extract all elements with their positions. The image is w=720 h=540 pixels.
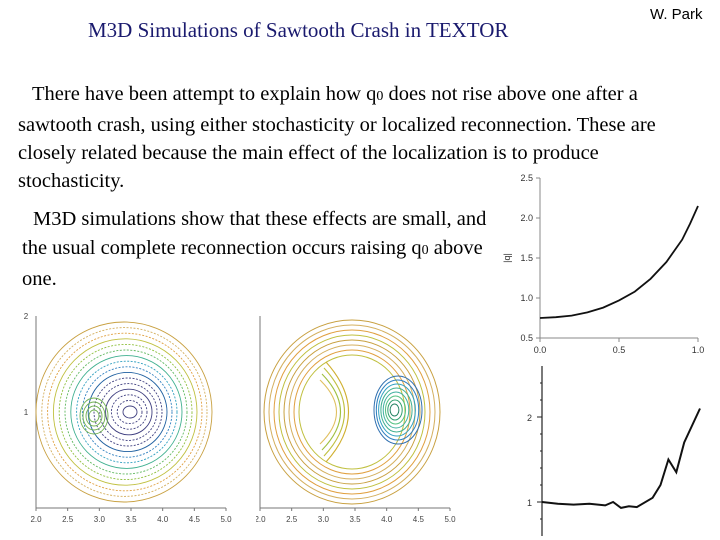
q-y-tick-label: 2.0 [520,213,533,223]
c1-x-tick-label: 4.0 [157,515,169,524]
c2-crescent-line [323,367,345,457]
c2-contour-ring [283,339,421,485]
c1-y-tick-label: 1 [24,408,29,417]
c1-y-tick-label: 2 [24,312,29,321]
c1-contour-ring [99,383,158,441]
contour-before-axes: 2.0 2.5 3.0 3.5 4.0 4.5 5.0 1 2 [24,312,232,524]
contour-after-lines [263,319,441,505]
result-subscript: 0 [421,243,429,258]
c2-contour-ring [288,344,416,480]
c2-crescent-line [319,379,338,445]
c1-x-tick-label: 2.0 [30,515,42,524]
c1-contour-ring [41,327,208,497]
contour-before-lines [35,321,213,503]
c2-contour-ring [298,354,406,470]
c1-contour-ring [81,366,173,458]
q-y-tick-label: 1.5 [520,253,533,263]
c2-core-ring [387,399,403,421]
c2-contour-ring [273,329,431,495]
c2-crescent-line [321,373,342,451]
intro-paragraph: There have been attempt to explain how q… [18,80,708,195]
q-y-tick-label: 1.0 [520,293,533,303]
c2-contour-ring [268,324,436,500]
t-y-tick-label: 2 [527,413,532,423]
c2-x-tick-label: 3.0 [318,515,330,524]
q-profile-chart: 0.51.01.52.02.50.0 0.5 1.0|q| [498,168,710,360]
c1-contour-ring [64,349,188,475]
c2-x-tick-label: 2.0 [256,515,266,524]
c1-x-tick-label: 3.0 [94,515,106,524]
c1-contour-ring [52,338,198,486]
c2-x-tick-label: 2.5 [286,515,298,524]
result-text-a: M3D simulations show that these effects … [22,208,487,259]
c1-island-ring [79,397,109,435]
q-x-tick-label: 0.5 [613,345,626,355]
q0-trace-chart: 12 [527,366,701,536]
c2-core-ring [385,395,406,425]
c1-contour-ring [58,343,193,481]
c1-contour-ring [87,371,168,453]
t-y-tick-label: 1 [527,498,532,508]
q-profile-curve-group [539,205,699,319]
contour-plot-after: 2.0 2.5 3.0 3.5 4.0 4.5 5.0 [256,316,456,524]
c1-contour-ring [35,321,213,503]
c2-contour-ring [263,319,441,505]
q0-trace-line [541,408,701,509]
c1-island-ring [88,409,100,423]
c2-core-ring [382,391,410,429]
c1-contour-ring [70,355,183,469]
c2-core-ring [389,403,400,417]
q0-trace-curve-group [541,408,701,509]
q-profile-axes: 0.51.01.52.02.50.0 0.5 1.0|q| [502,173,704,355]
c2-x-tick-label: 4.0 [381,515,393,524]
result-paragraph: M3D simulations show that these effects … [22,205,492,294]
q-profile-line [539,205,699,319]
c2-contour-ring [278,334,426,490]
c1-x-tick-label: 3.5 [125,515,137,524]
c2-contour-ring [293,349,411,475]
intro-text-b: does not rise above one after a sawtooth… [18,83,656,192]
q-x-tick-label: 1.0 [692,345,705,355]
c2-core-ring [378,383,416,437]
c2-x-tick-label: 4.5 [413,515,425,524]
q-y-tick-label: 0.5 [520,333,533,343]
c2-x-tick-label: 3.5 [349,515,361,524]
c2-core-ring [373,375,423,445]
c1-contour-ring [47,332,203,492]
c2-x-tick-label: 5.0 [444,515,456,524]
c1-island-ring [82,401,106,431]
intro-subscript: 0 [376,89,384,104]
contour-plot-before: 2.0 2.5 3.0 3.5 4.0 4.5 5.0 1 2 [24,312,232,524]
c1-contour-ring [105,388,153,436]
c1-island-ring [85,405,103,427]
c2-core-ring [380,387,413,433]
c1-x-tick-label: 2.5 [62,515,74,524]
c2-crescent-line [325,361,350,463]
c1-x-tick-label: 5.0 [220,515,232,524]
result-text-b: above one. [22,237,483,290]
slide-title: M3D Simulations of Sawtooth Crash in TEX… [88,18,509,42]
c1-contour-ring [93,377,163,447]
author-name: W. Park [650,6,703,23]
c1-contour-ring [110,394,148,430]
q-y-tick-label: 2.5 [520,173,533,183]
c2-core-ring [375,379,420,441]
q-y-axis-label: |q| [502,253,512,263]
q-x-tick-label: 0.0 [534,345,547,355]
c1-contour-ring [76,360,178,464]
intro-text-a: There have been attempt to explain how q [32,83,377,105]
c1-contour-ring [116,399,143,425]
c1-contour-ring [122,405,138,419]
contour-after-axes: 2.0 2.5 3.0 3.5 4.0 4.5 5.0 [256,316,456,524]
c1-x-tick-label: 4.5 [189,515,201,524]
q0-trace-axes: 12 [527,366,543,536]
